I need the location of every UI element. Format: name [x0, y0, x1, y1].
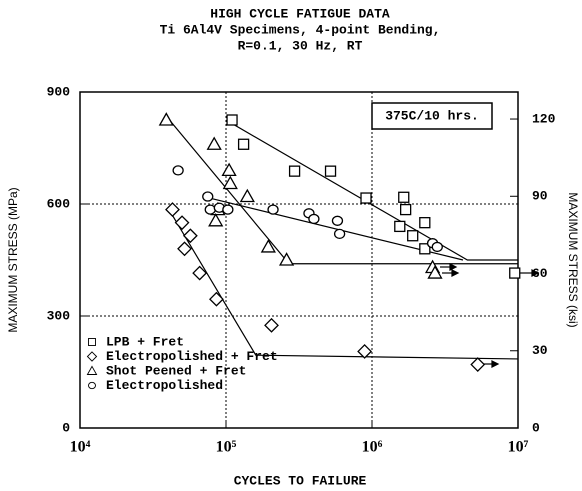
marker-circle: [308, 213, 320, 225]
x-tick-label: 10⁵: [216, 439, 237, 456]
y2-tick-label: 60: [532, 266, 548, 281]
y2-axis-label: MAXIMUM STRESS (ksi): [566, 192, 580, 327]
marker-diamond: [264, 317, 279, 333]
marker-square: [419, 217, 431, 229]
y2-tick-label: 0: [532, 420, 540, 435]
y-tick-label: 300: [47, 308, 71, 323]
runout-arrows: [440, 263, 540, 368]
marker-circle: [222, 204, 234, 215]
trend-line: [167, 117, 518, 265]
marker-square: [288, 165, 301, 177]
title-line: R=0.1, 30 Hz, RT: [238, 38, 363, 53]
marker-square: [398, 191, 410, 203]
y-tick-label: 600: [47, 196, 71, 211]
marker-square: [237, 138, 250, 150]
y-tick-label: 0: [62, 420, 70, 435]
marker-triangle: [222, 175, 238, 190]
x-tick-label: 10⁷: [508, 439, 529, 456]
legend-symbol: [86, 351, 98, 362]
marker-square: [399, 203, 412, 216]
y-tick-label: 900: [47, 84, 71, 99]
legend-symbol: [88, 381, 96, 390]
x-tick-label: 10⁴: [70, 439, 91, 456]
legend-label: Shot Peened + Fret: [106, 363, 246, 378]
marker-square: [226, 114, 238, 126]
marker-circle: [267, 204, 279, 215]
legend-label: LPB + Fret: [106, 334, 184, 349]
marker-diamond: [182, 228, 198, 244]
marker-circle: [331, 215, 344, 226]
y2-tick-label: 120: [532, 111, 556, 126]
y2-tick-label: 90: [532, 189, 548, 204]
marker-diamond: [174, 215, 190, 231]
legend-label: Electropolished + Fret: [106, 349, 278, 364]
marker-diamond: [470, 357, 486, 372]
trend-line: [228, 121, 518, 261]
marker-square: [509, 267, 521, 279]
marker-triangle: [158, 112, 174, 126]
marker-square: [394, 220, 406, 233]
legend-symbol: [86, 365, 98, 375]
marker-circle: [204, 204, 216, 215]
marker-circle: [431, 241, 443, 253]
marker-triangle: [208, 212, 224, 227]
marker-diamond: [192, 265, 208, 281]
annotation: 375C/10 hrs.: [385, 108, 479, 123]
marker-square: [419, 243, 431, 255]
legend-symbol: [88, 338, 96, 346]
y2-tick-label: 30: [532, 343, 548, 358]
trend-line: [167, 207, 519, 360]
marker-diamond: [357, 344, 373, 359]
marker-triangle: [221, 162, 237, 177]
marker-square: [324, 165, 337, 177]
marker-triangle: [278, 252, 295, 266]
x-axis-label: CYCLES TO FAILURE: [234, 473, 367, 488]
marker-triangle: [427, 265, 443, 279]
marker-triangle: [206, 136, 222, 150]
y-axis-label: MAXIMUM STRESS (MPa): [6, 187, 20, 332]
marker-circle: [202, 191, 214, 202]
marker-triangle: [239, 188, 255, 203]
marker-diamond: [165, 202, 180, 218]
legend-label: Electropolished: [106, 378, 223, 393]
marker-square: [407, 230, 419, 242]
x-tick-label: 10⁶: [362, 439, 383, 456]
marker-circle: [333, 228, 346, 240]
marker-diamond: [177, 241, 192, 257]
marker-circle: [172, 165, 184, 176]
marker-square: [360, 192, 372, 204]
title-line: HIGH CYCLE FATIGUE DATA: [210, 6, 390, 21]
marker-diamond: [209, 291, 224, 307]
marker-triangle: [260, 239, 276, 253]
title-line: Ti 6Al4V Specimens, 4-point Bending,: [160, 22, 441, 37]
